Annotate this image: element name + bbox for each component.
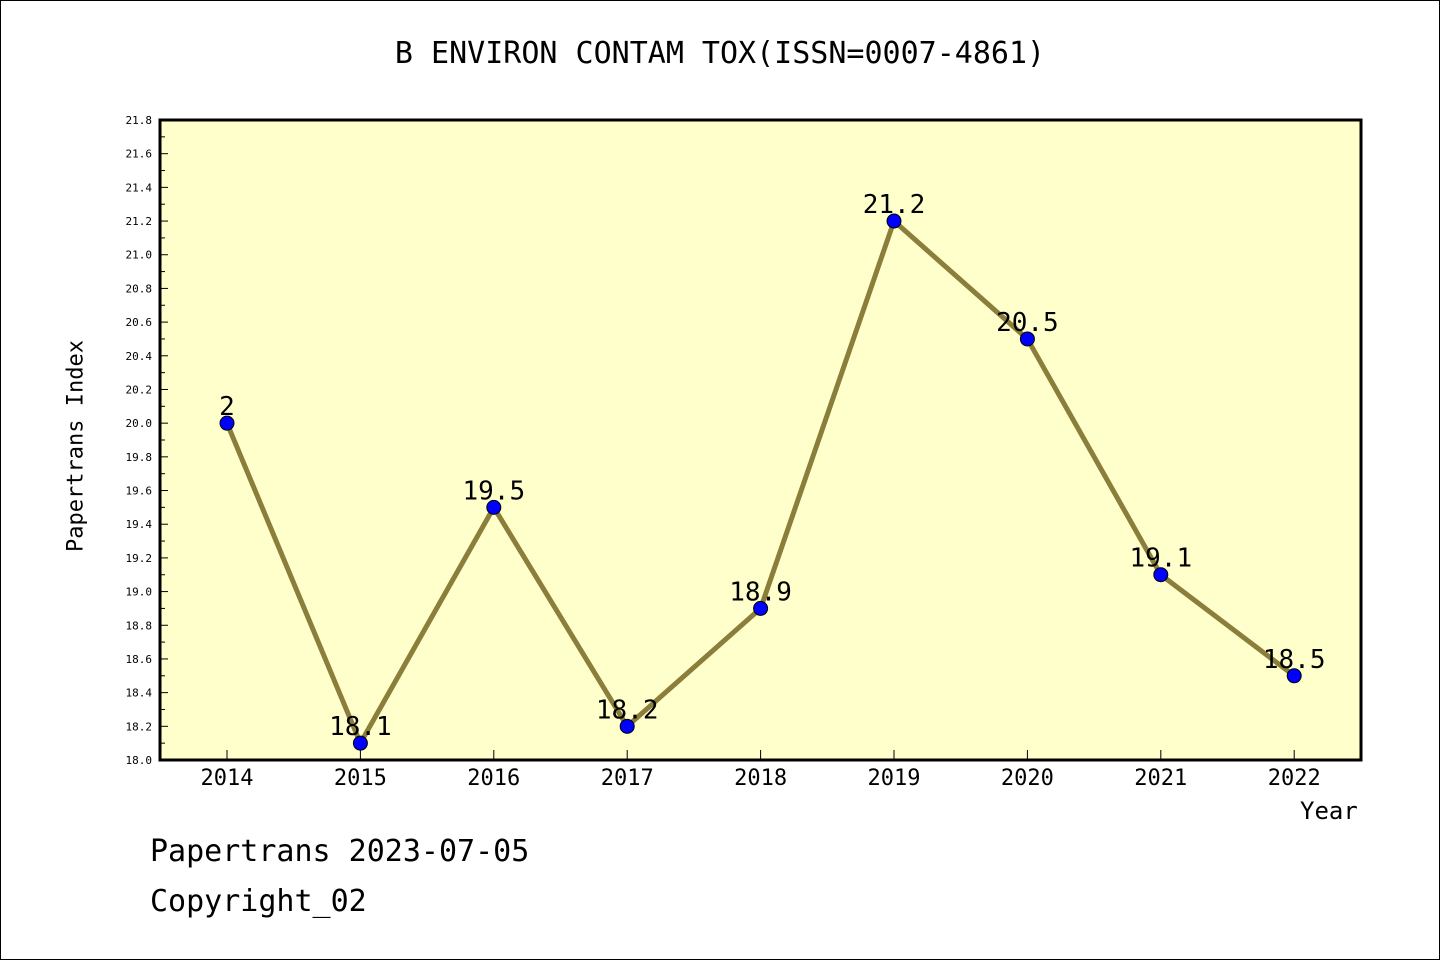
data-point <box>486 499 502 515</box>
y-tick-label: 19.4 <box>126 518 153 531</box>
footer-copyright: Copyright_02 <box>150 884 367 919</box>
x-tick-label: 2022 <box>1268 766 1321 791</box>
data-markers <box>219 213 1302 751</box>
data-point <box>352 735 368 751</box>
y-tick-label: 18.4 <box>126 687 153 700</box>
x-tick-label: 2016 <box>467 766 520 791</box>
y-tick-label: 18.6 <box>126 653 153 666</box>
y-tick-label: 21.0 <box>126 249 153 262</box>
y-axis-ticks: 18.0 18.2 18.4 18.6 18.8 19.0 19.2 19.4 19.6 19.8… <box>126 114 168 767</box>
data-point <box>753 600 769 616</box>
data-point <box>1286 668 1302 684</box>
y-tick-label: 21.6 <box>126 148 153 161</box>
data-point <box>219 415 235 431</box>
y-tick-label: 18.8 <box>126 619 153 632</box>
data-label: 20.5 <box>996 308 1059 338</box>
y-tick-label: 20.2 <box>126 383 153 396</box>
y-tick-label: 19.6 <box>126 485 153 498</box>
x-axis-ticks: 2014 2015 2016 2017 2018 2019 2020 2021 2022 <box>201 750 1321 791</box>
y-tick-label: 20.8 <box>126 282 153 295</box>
data-label: 19.5 <box>462 476 525 506</box>
y-tick-label: 19.0 <box>126 586 153 599</box>
plot-border <box>158 118 1363 762</box>
x-tick-label: 2020 <box>1001 766 1054 791</box>
footer-date: Papertrans 2023-07-05 <box>150 834 530 869</box>
x-tick-label: 2015 <box>334 766 387 791</box>
x-tick-label: 2017 <box>601 766 654 791</box>
y-tick-label: 18.0 <box>126 754 153 767</box>
y-tick-label: 19.2 <box>126 552 153 565</box>
data-point <box>619 718 635 734</box>
data-label: 2 <box>219 392 235 422</box>
x-tick-label: 2018 <box>734 766 787 791</box>
data-label: 18.2 <box>596 695 659 725</box>
data-label: 21.2 <box>863 190 926 220</box>
data-label: 18.1 <box>329 712 392 742</box>
data-label: 19.1 <box>1129 544 1192 574</box>
x-tick-label: 2014 <box>201 766 254 791</box>
data-label: 18.5 <box>1263 645 1326 675</box>
y-tick-label: 20.4 <box>126 350 153 363</box>
data-labels: 2 18.1 19.5 18.2 18.9 21.2 20.5 19.1 18.5 <box>219 190 1325 742</box>
data-label: 18.9 <box>729 577 792 607</box>
y-tick-label: 21.8 <box>126 114 153 127</box>
x-tick-label: 2019 <box>868 766 921 791</box>
data-point <box>1019 331 1035 347</box>
data-point <box>1153 567 1169 583</box>
y-tick-label: 20.6 <box>126 316 153 329</box>
x-tick-label: 2021 <box>1134 766 1187 791</box>
x-axis-label: Year <box>1300 797 1358 825</box>
data-point <box>886 213 902 229</box>
y-tick-label: 20.0 <box>126 417 153 430</box>
y-tick-label: 21.2 <box>126 215 153 228</box>
y-tick-label: 19.8 <box>126 451 153 464</box>
y-tick-label: 21.4 <box>126 181 153 194</box>
y-tick-label: 18.2 <box>126 720 153 733</box>
chart-title: B ENVIRON CONTAM TOX(ISSN=0007-4861) <box>394 36 1046 71</box>
plot-area <box>160 120 1361 760</box>
